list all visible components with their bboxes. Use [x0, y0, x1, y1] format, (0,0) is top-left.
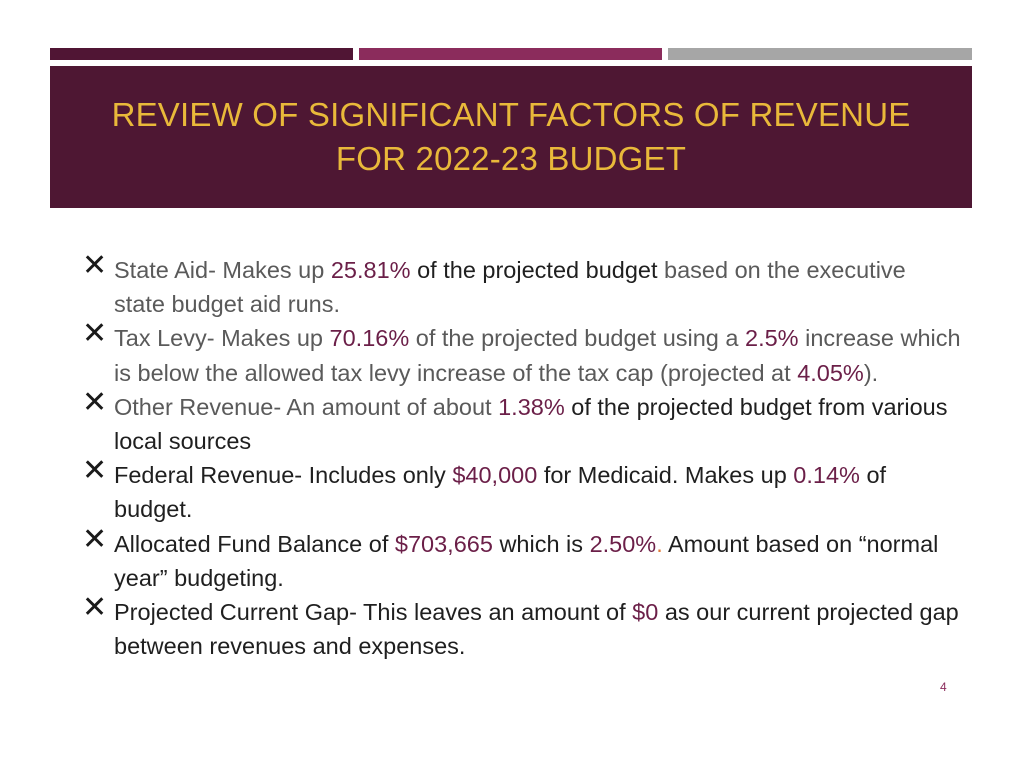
percent-value: 25.81%	[330, 257, 411, 283]
bullet-text: Tax Levy- Makes up 70.16% of the project…	[114, 321, 962, 389]
title-line-1: REVIEW OF SIGNIFICANT FACTORS OF REVENUE	[111, 96, 911, 133]
bullet-tax-levy: ✕ Tax Levy- Makes up 70.16% of the proje…	[82, 316, 962, 389]
bullet-label: Other Revenue-	[114, 393, 282, 420]
bullet-current-gap: ✕ Projected Current Gap- This leaves an …	[82, 590, 962, 663]
bullet-other-revenue: ✕ Other Revenue- An amount of about 1.38…	[82, 384, 962, 458]
text-run: which is	[492, 530, 590, 557]
bullet-label: State Aid-	[114, 257, 216, 283]
text-run: of budget.	[114, 462, 887, 523]
bullet-text: State Aid- Makes up 25.81% of the projec…	[114, 253, 962, 321]
x-mark-icon: ✕	[82, 384, 108, 420]
percent-value: 0.14%	[793, 462, 860, 489]
text-run: increase which is below the allowed tax …	[114, 325, 961, 386]
text-run: ).	[863, 359, 879, 386]
page-number: 4	[940, 680, 947, 694]
text-run: Makes up	[215, 257, 331, 283]
bullet-label: Federal Revenue-	[114, 462, 303, 489]
x-mark-icon: ✕	[82, 248, 108, 283]
bullet-text: Other Revenue- An amount of about 1.38% …	[114, 390, 962, 458]
x-mark-icon: ✕	[82, 316, 108, 352]
percent-value: 1.38%	[498, 393, 565, 420]
bullet-state-aid: ✕ State Aid- Makes up 25.81% of the proj…	[82, 248, 962, 321]
bullet-text: Federal Revenue- Includes only $40,000 f…	[114, 458, 962, 526]
bullet-fund-balance: ✕ Allocated Fund Balance of $703,665 whi…	[82, 521, 962, 595]
bullet-label: Allocated Fund Balance of	[114, 530, 395, 557]
stripe-gray	[668, 48, 972, 60]
bullet-federal-revenue: ✕ Federal Revenue- Includes only $40,000…	[82, 453, 962, 526]
bullet-label: Projected Current Gap-	[114, 599, 357, 626]
text-run: An amount of about	[281, 393, 499, 420]
percent-value: 2.50%	[589, 530, 657, 557]
amount-value: $703,665	[394, 530, 493, 557]
x-mark-icon: ✕	[82, 590, 108, 626]
x-mark-icon: ✕	[82, 521, 108, 557]
x-mark-icon: ✕	[82, 453, 108, 489]
bullet-text: Projected Current Gap- This leaves an am…	[114, 595, 962, 663]
text-run: of the projected budget from various loc…	[114, 393, 948, 455]
stripe-dark	[50, 48, 353, 60]
slide-title: REVIEW OF SIGNIFICANT FACTORS OF REVENUE…	[112, 93, 911, 181]
bullet-label: Tax Levy-	[114, 325, 215, 352]
percent-value: 70.16%	[329, 325, 410, 352]
bullet-text: Allocated Fund Balance of $703,665 which…	[114, 527, 962, 595]
text-run: Includes only	[302, 462, 453, 489]
amount-value: $0	[632, 599, 659, 626]
amount-value: $40,000	[452, 462, 538, 489]
stripe-magenta	[359, 48, 662, 60]
title-line-2: FOR 2022-23 BUDGET	[335, 140, 687, 177]
title-banner: REVIEW OF SIGNIFICANT FACTORS OF REVENUE…	[50, 66, 972, 208]
bullet-list: ✕ State Aid- Makes up 25.81% of the proj…	[82, 248, 962, 663]
percent-value: 4.05%	[797, 359, 864, 386]
period-mark: .	[656, 530, 663, 557]
text-run: of the projected budget	[410, 257, 658, 283]
text-run: as our current projected gap between rev…	[114, 599, 959, 660]
text-run: This leaves an amount of	[356, 599, 633, 626]
percent-value: 2.5%	[745, 325, 799, 352]
text-run: Makes up	[214, 325, 330, 352]
header-stripes	[50, 48, 972, 60]
text-run: based on the executive state budget aid …	[114, 257, 906, 318]
text-run: for Medicaid. Makes up	[537, 462, 794, 489]
text-run: Amount based on “normal year” budgeting.	[114, 530, 939, 591]
text-run: of the projected budget using a	[409, 325, 746, 352]
